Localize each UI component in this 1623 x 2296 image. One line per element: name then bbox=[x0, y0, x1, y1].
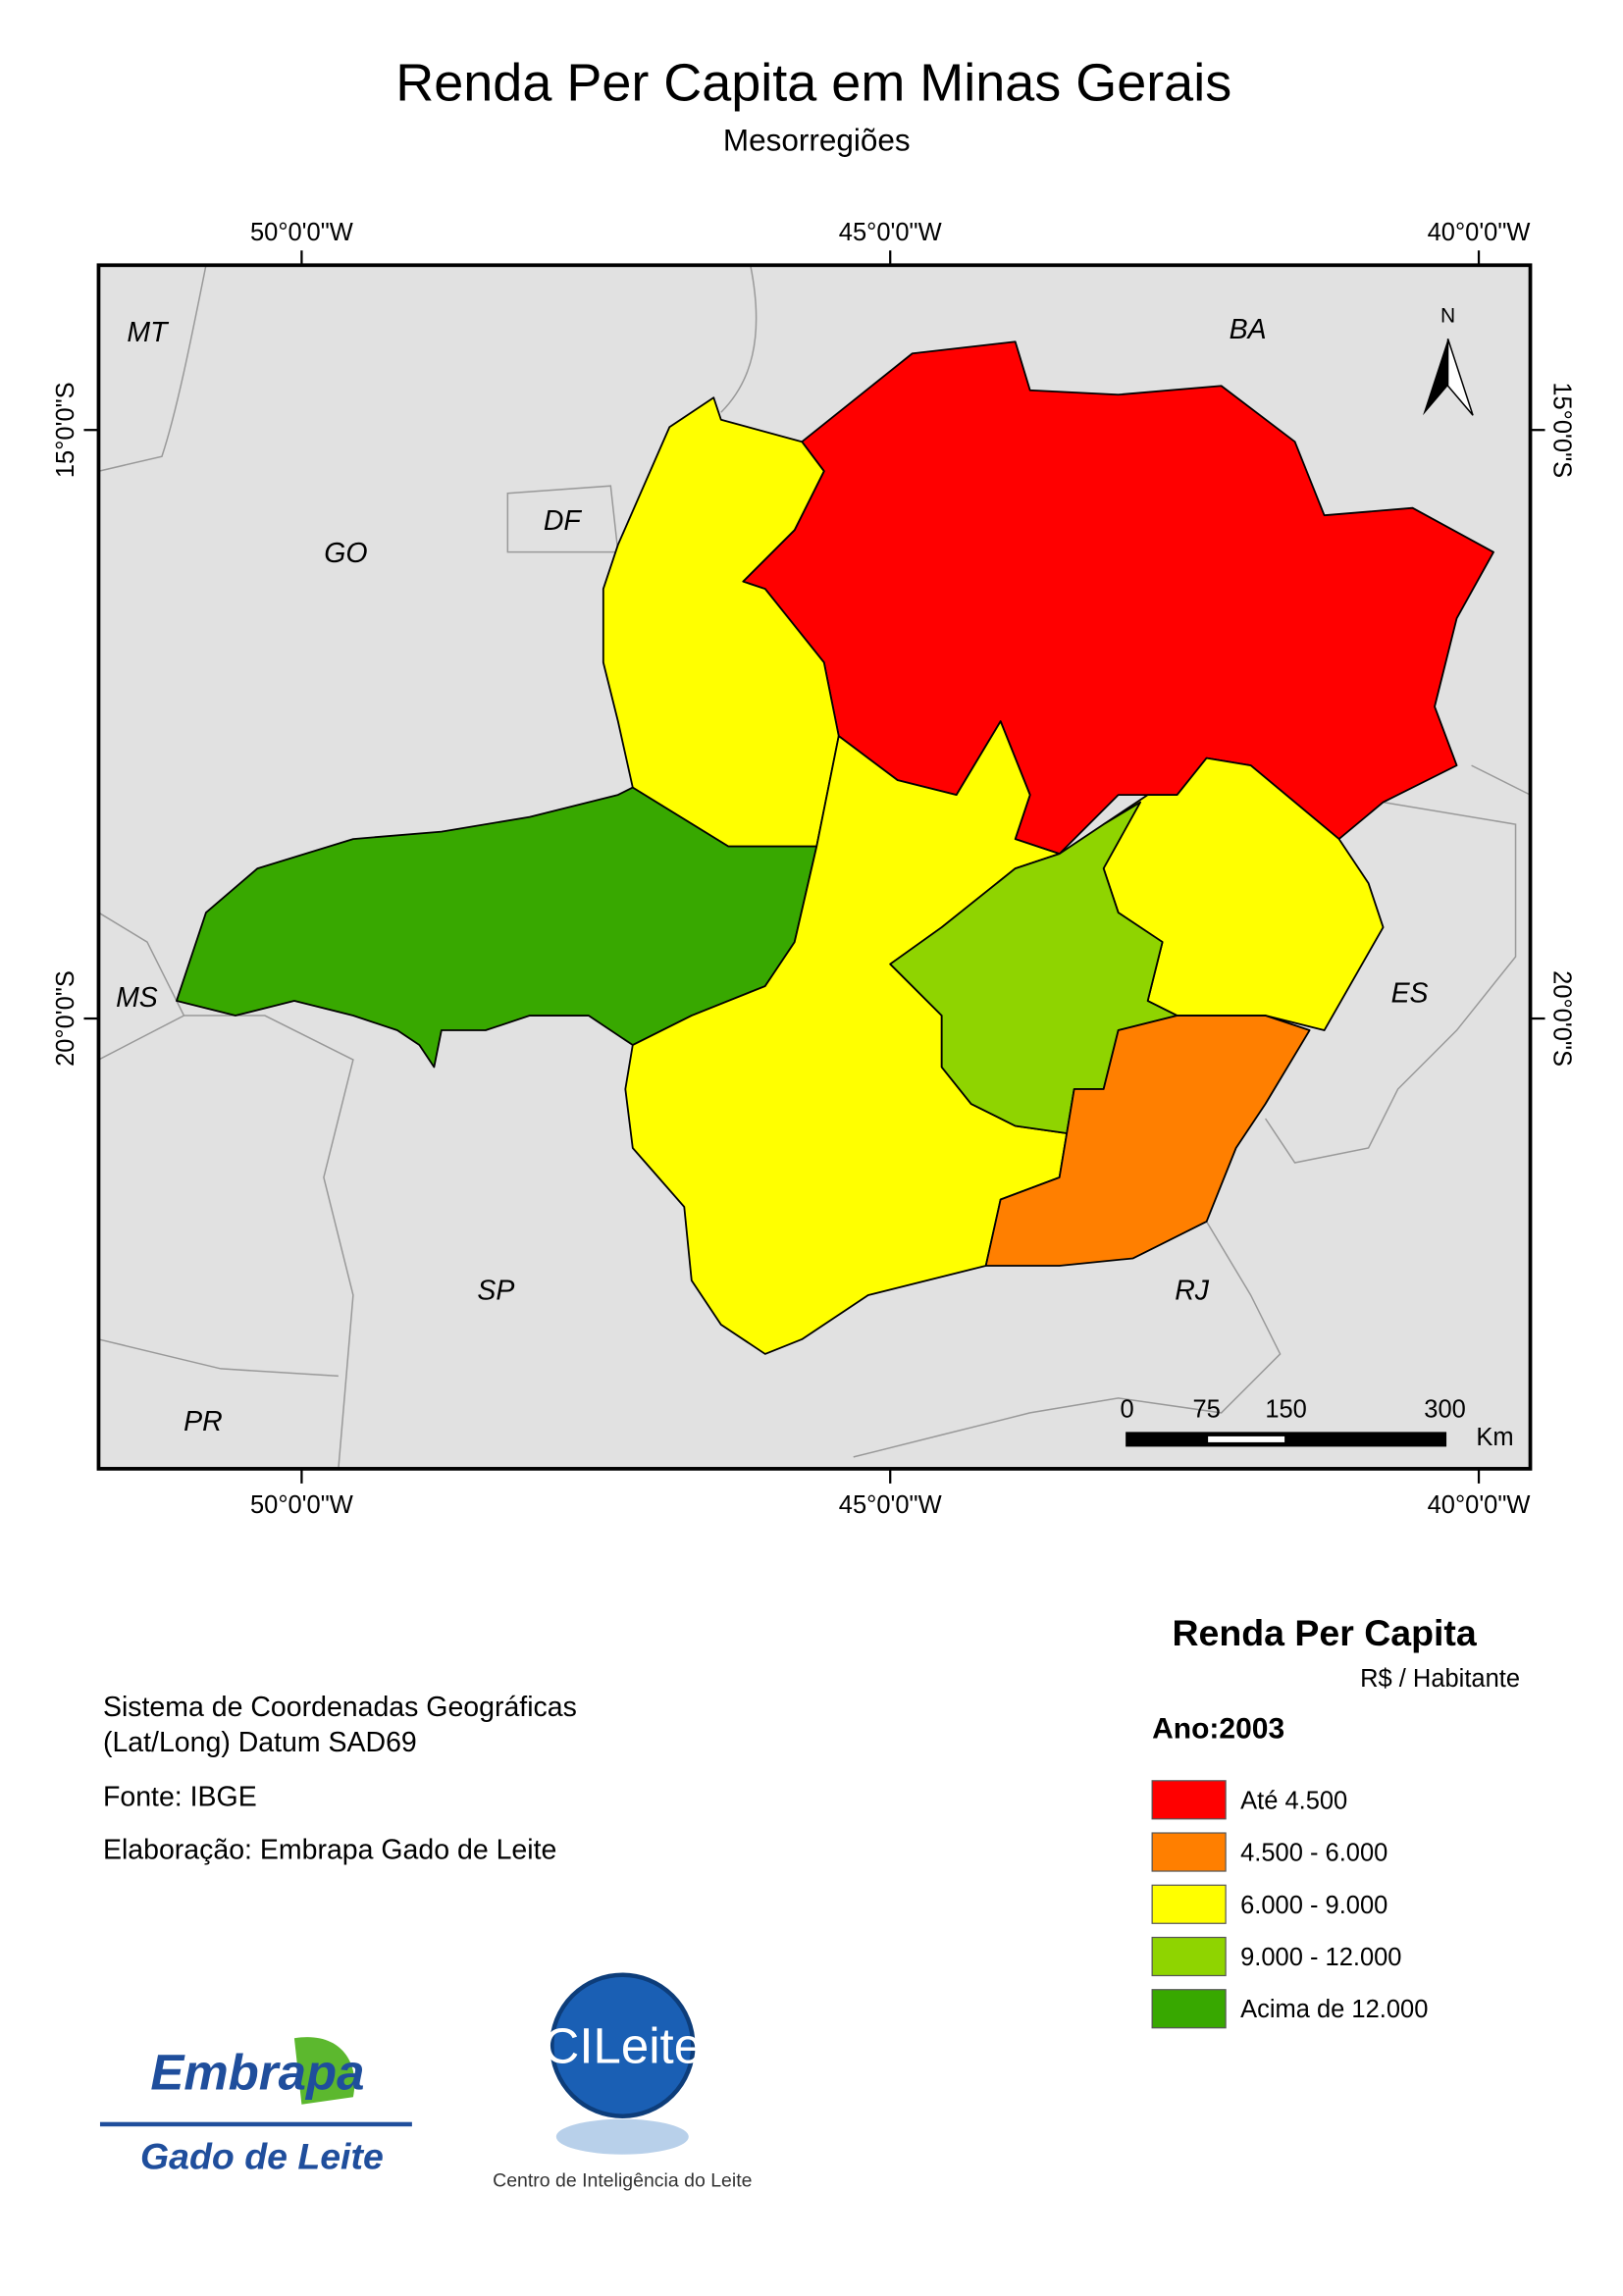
legend-label: Acima de 12.000 bbox=[1240, 1996, 1428, 2023]
logo-text: Centro de Inteligência do Leite bbox=[493, 2170, 752, 2192]
lat-label: 15°0'0"S bbox=[1548, 382, 1576, 478]
map-frame bbox=[96, 263, 1533, 1471]
embrapa-logo: Embrapa Gado de Leite bbox=[99, 2037, 412, 2177]
note: Fonte: IBGE bbox=[103, 1781, 257, 1812]
title: Renda Per Capita em Minas Gerais bbox=[395, 53, 1231, 112]
lon-label: 50°0'0"W bbox=[250, 1491, 353, 1519]
logo-text: Embrapa bbox=[150, 2045, 364, 2101]
lon-label: 50°0'0"W bbox=[250, 219, 353, 246]
north-arrow bbox=[1446, 339, 1474, 416]
lon-label: 45°0'0"W bbox=[839, 219, 942, 246]
state-label: BA bbox=[1230, 314, 1267, 345]
state-label: GO bbox=[324, 538, 367, 569]
note: (Lat/Long) Datum SAD69 bbox=[103, 1727, 417, 1758]
north-arrow bbox=[1423, 339, 1448, 416]
logo-text: CILeite bbox=[544, 2018, 703, 2074]
lat-label: 15°0'0"S bbox=[52, 382, 79, 478]
lat-label: 20°0'0"S bbox=[52, 970, 79, 1067]
legend-year: Ano:2003 bbox=[1152, 1712, 1284, 1745]
cileite-logo: CILeite Centro de Inteligência do Leite bbox=[493, 1972, 752, 2192]
legend-swatch bbox=[1151, 1936, 1227, 1977]
state-label: PR bbox=[183, 1406, 223, 1437]
legend-swatch bbox=[1151, 1884, 1227, 1924]
legend-label: 9.000 - 12.000 bbox=[1240, 1944, 1401, 1971]
scale-bar: 0 75 150 300 Km bbox=[1121, 1395, 1514, 1450]
scale-label: 0 bbox=[1121, 1395, 1134, 1423]
legend-label: 6.000 - 9.000 bbox=[1240, 1892, 1387, 1919]
state-label: MS bbox=[116, 982, 158, 1014]
state-label: DF bbox=[544, 505, 583, 537]
legend-label: 4.500 - 6.000 bbox=[1240, 1840, 1387, 1867]
note: Elaboração: Embrapa Gado de Leite bbox=[103, 1834, 556, 1865]
map: 50°0'0"W 45°0'0"W 40°0'0"W 50°0'0"W 45°0… bbox=[52, 219, 1576, 1519]
note: Sistema de Coordenadas Geográficas bbox=[103, 1692, 577, 1723]
legend-swatch bbox=[1151, 1832, 1227, 1872]
legend: Renda Per Capita R$ / Habitante Ano:2003… bbox=[1151, 1612, 1520, 2029]
lon-label: 45°0'0"W bbox=[839, 1491, 942, 1519]
scale-label: 75 bbox=[1192, 1395, 1220, 1423]
north-label: N bbox=[1440, 305, 1455, 328]
graticule-ticks bbox=[83, 250, 1545, 1484]
scale-unit: Km bbox=[1476, 1424, 1513, 1451]
lat-label: 20°0'0"S bbox=[1548, 970, 1576, 1067]
legend-swatch bbox=[1151, 1780, 1227, 1820]
lon-label: 40°0'0"W bbox=[1428, 1491, 1531, 1519]
state-label: MT bbox=[127, 317, 170, 348]
legend-swatch bbox=[1151, 1989, 1227, 2029]
state-label: RJ bbox=[1175, 1275, 1210, 1306]
scale-label: 300 bbox=[1424, 1395, 1466, 1423]
region bbox=[602, 396, 840, 848]
region bbox=[984, 1015, 1311, 1267]
legend-title: Renda Per Capita bbox=[1172, 1612, 1477, 1653]
lon-label: 40°0'0"W bbox=[1428, 219, 1531, 246]
state-borders bbox=[98, 265, 1531, 1469]
logo-text: Gado de Leite bbox=[140, 2136, 384, 2177]
regions bbox=[176, 340, 1494, 1355]
scale-label: 150 bbox=[1265, 1395, 1307, 1423]
legend-label: Até 4.500 bbox=[1240, 1787, 1347, 1814]
state-label: ES bbox=[1391, 978, 1429, 1010]
state-label: SP bbox=[477, 1275, 514, 1306]
legend-unit: R$ / Habitante bbox=[1360, 1665, 1520, 1693]
subtitle: Mesorregiões bbox=[723, 122, 911, 157]
